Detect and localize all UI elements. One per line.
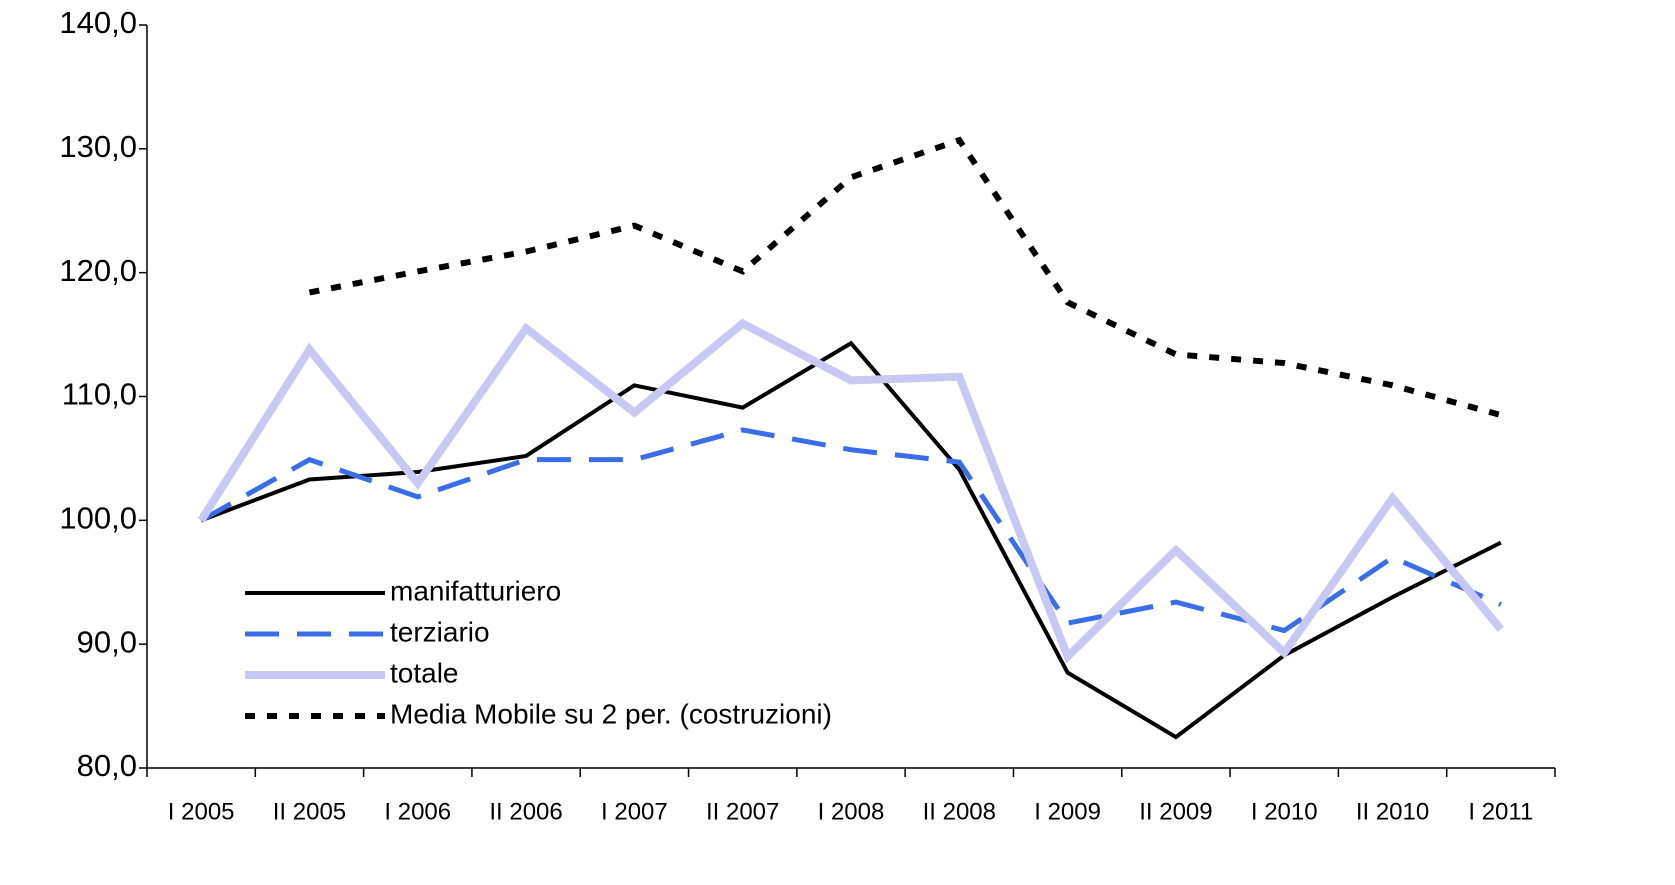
legend-label: Media Mobile su 2 per. (costruzioni)	[390, 698, 832, 729]
x-tick-label: II 2006	[489, 798, 562, 825]
x-tick-label: I 2008	[818, 798, 885, 825]
x-tick-label: I 2006	[384, 798, 451, 825]
x-tick-label: II 2007	[706, 798, 779, 825]
x-tick-label: II 2005	[273, 798, 346, 825]
x-tick-label: I 2009	[1034, 798, 1101, 825]
y-tick-label: 120,0	[59, 253, 137, 288]
y-tick-label: 130,0	[59, 129, 137, 164]
series-line	[199, 427, 1502, 634]
series-line	[308, 136, 1502, 418]
x-tick-label: II 2010	[1356, 798, 1429, 825]
y-tick-label: 100,0	[59, 501, 137, 536]
legend-label: manifatturiero	[390, 575, 561, 606]
series-line	[197, 318, 1504, 664]
x-tick-label: I 2007	[601, 798, 668, 825]
y-tick-label: 80,0	[77, 748, 137, 783]
y-tick-label: 110,0	[62, 377, 137, 412]
y-tick-label: 90,0	[77, 624, 137, 659]
x-tick-label: II 2009	[1139, 798, 1212, 825]
x-tick-label: II 2008	[923, 798, 996, 825]
x-tick-label: I 2011	[1468, 798, 1533, 825]
y-tick-label: 140,0	[59, 5, 137, 40]
legend-label: terziario	[390, 616, 490, 647]
x-tick-label: I 2010	[1251, 798, 1318, 825]
x-tick-label: I 2005	[168, 798, 235, 825]
legend-label: totale	[390, 657, 459, 688]
